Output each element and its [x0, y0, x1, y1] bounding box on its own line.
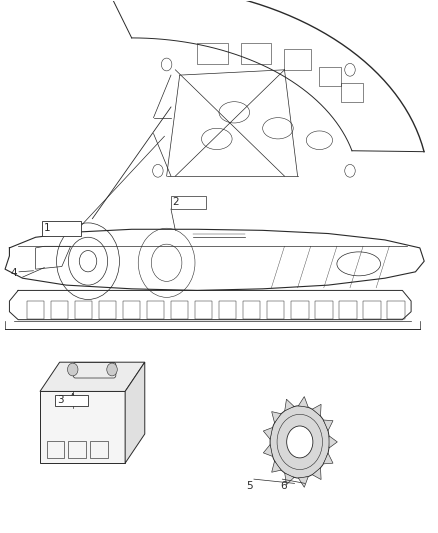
Polygon shape — [263, 427, 272, 439]
Circle shape — [67, 363, 78, 376]
Polygon shape — [312, 405, 321, 416]
Text: 4: 4 — [11, 269, 17, 278]
Polygon shape — [263, 445, 272, 456]
Circle shape — [107, 363, 117, 376]
Polygon shape — [298, 397, 308, 407]
Polygon shape — [312, 468, 321, 480]
Polygon shape — [42, 221, 81, 236]
Polygon shape — [323, 420, 333, 431]
Circle shape — [287, 426, 313, 458]
Text: 6: 6 — [280, 481, 287, 490]
Polygon shape — [55, 394, 88, 406]
Text: 5: 5 — [246, 481, 253, 490]
Text: 2: 2 — [173, 197, 179, 207]
Polygon shape — [272, 461, 281, 472]
Polygon shape — [125, 362, 145, 463]
Polygon shape — [329, 436, 337, 448]
Polygon shape — [40, 391, 125, 463]
Polygon shape — [285, 473, 294, 484]
Text: 1: 1 — [44, 223, 50, 233]
Polygon shape — [323, 453, 333, 464]
Polygon shape — [171, 196, 206, 209]
Polygon shape — [298, 477, 308, 487]
Polygon shape — [40, 362, 145, 391]
Text: 3: 3 — [57, 395, 64, 406]
Circle shape — [270, 406, 329, 478]
Polygon shape — [272, 411, 281, 423]
Polygon shape — [285, 399, 294, 411]
